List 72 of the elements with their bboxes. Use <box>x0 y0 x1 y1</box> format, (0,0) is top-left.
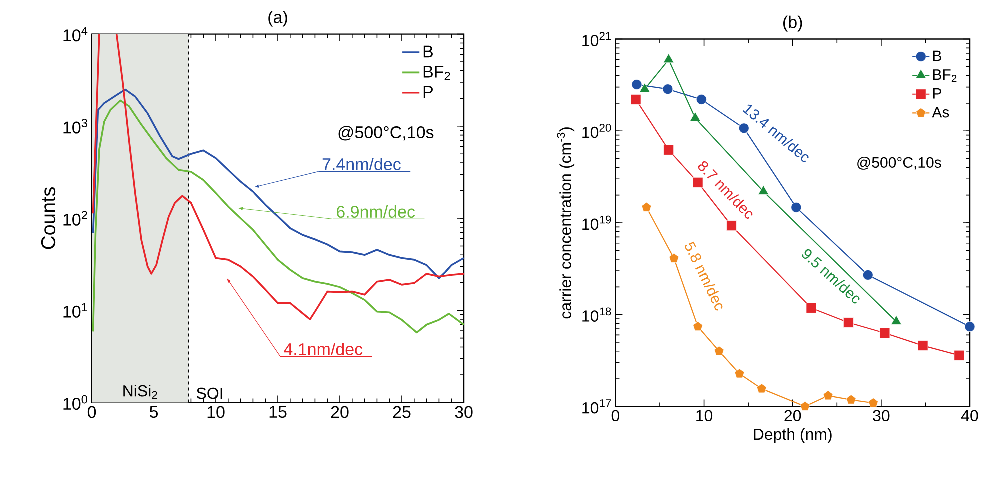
point <box>663 54 674 64</box>
point <box>800 401 810 411</box>
chart-title: (b) <box>784 16 802 32</box>
point <box>662 84 674 95</box>
point <box>669 253 680 263</box>
point <box>693 322 704 332</box>
point <box>880 328 890 338</box>
x-tick-label: 10 <box>208 406 225 418</box>
point <box>846 394 856 404</box>
y-tick-label: 10$^{1}$ <box>64 303 88 318</box>
point <box>756 384 767 394</box>
x-tick-label: 30 <box>455 406 473 418</box>
point <box>806 303 817 314</box>
y-tick-label: 10$^{3}$ <box>64 119 88 134</box>
y-tick-label: 10$^{0}$ <box>64 395 88 410</box>
point <box>726 220 737 232</box>
x-tick-label: 20 <box>331 406 349 418</box>
legend-label: P <box>424 86 433 98</box>
y-tick-label: 10$^{18}$ <box>582 308 612 322</box>
x-tick-label: 0 <box>612 410 620 422</box>
point <box>696 94 707 105</box>
x-tick-label: 10 <box>696 410 713 422</box>
point <box>640 83 650 93</box>
ref-line-label: SOI <box>196 388 222 400</box>
point <box>758 186 770 195</box>
x-tick-label: 40 <box>961 410 978 422</box>
y-axis-title: carrier concentration (cm$^{-3}$) <box>557 128 575 319</box>
x-tick-label: 30 <box>873 410 890 422</box>
point <box>714 346 724 356</box>
annotation: @500°C,10s <box>338 126 434 141</box>
point <box>664 144 674 156</box>
point <box>862 270 874 280</box>
point <box>918 340 928 352</box>
legend-label: BF$_{2}$ <box>424 66 450 80</box>
annotation: 6.9nm/dec <box>337 206 416 218</box>
point <box>630 94 642 105</box>
y-tick-label: 10$^{17}$ <box>582 400 612 414</box>
point <box>954 350 965 361</box>
annotation: 4.1nm/dec <box>284 342 363 356</box>
annotation: 7.4nm/dec <box>322 158 401 171</box>
legend-label: B <box>424 46 433 58</box>
annotation: @500°C,10s <box>858 156 942 170</box>
legend-label: B <box>933 50 942 62</box>
line-series <box>92 100 464 334</box>
point <box>690 112 701 122</box>
x-axis-title: Depth (nm) <box>754 428 832 444</box>
point <box>632 80 642 90</box>
x-tick-label: 25 <box>393 406 411 418</box>
point <box>642 202 652 212</box>
point <box>891 316 902 325</box>
legend-label: As <box>932 107 950 118</box>
point <box>692 177 704 188</box>
y-tick-label: 10$^{20}$ <box>582 124 612 138</box>
band-label: NiSi$_{2}$ <box>124 384 158 400</box>
x-tick-label: 5 <box>150 406 158 418</box>
point <box>868 398 878 408</box>
chart-title: (a) <box>268 10 288 27</box>
point <box>734 368 745 378</box>
point <box>791 202 802 213</box>
point <box>964 322 976 332</box>
y-tick-label: 10$^{4}$ <box>64 26 88 42</box>
legend-label: BF$_{2}$ <box>933 70 957 82</box>
legend-label: P <box>933 88 942 99</box>
y-tick-label: 10$^{19}$ <box>582 216 612 230</box>
x-tick-label: 15 <box>270 406 287 418</box>
x-tick-label: 0 <box>88 406 96 418</box>
point <box>823 390 834 400</box>
x-tick-label: 20 <box>784 410 802 422</box>
y-axis-title: Counts <box>41 188 56 250</box>
y-tick-label: 10$^{21}$ <box>582 32 612 46</box>
y-tick-label: 10$^{2}$ <box>64 211 88 226</box>
point <box>843 318 854 328</box>
